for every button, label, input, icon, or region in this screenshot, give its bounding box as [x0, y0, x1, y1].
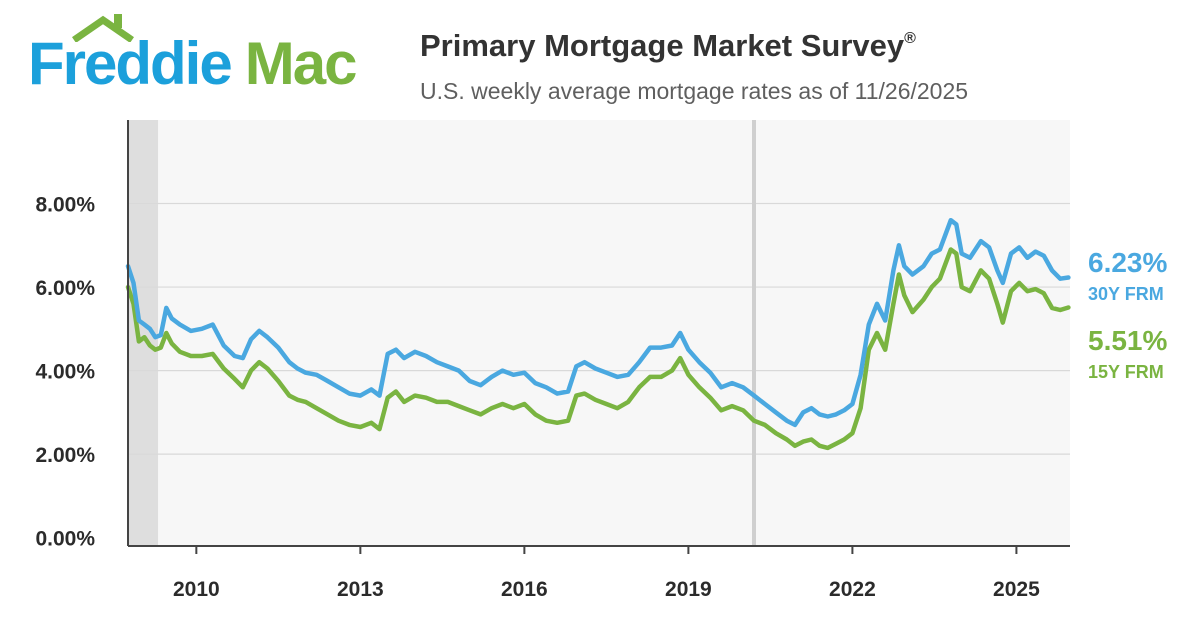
- logo-wordmark: Freddie Mac: [28, 34, 357, 94]
- plot-background: [128, 120, 1070, 546]
- callout-value-30y: 6.23%: [1088, 247, 1167, 278]
- x-tick-label: 2016: [501, 578, 548, 601]
- y-tick-label: 6.00%: [35, 277, 95, 300]
- logo-mac: Mac: [244, 30, 358, 97]
- x-axis-ticks: 2010 2013 2016 2019 2022 2025: [173, 546, 1040, 601]
- chart-title: Primary Mortgage Market Survey®: [420, 28, 916, 64]
- callout-value-15y: 5.51%: [1088, 325, 1167, 356]
- x-tick-label: 2019: [665, 578, 712, 601]
- y-axis-ticks: 0.00% 2.00% 4.00% 6.00% 8.00%: [35, 194, 95, 551]
- series-line-15y-frm: [125, 247, 1071, 451]
- x-tick-label: 2025: [993, 578, 1040, 601]
- y-tick-label: 8.00%: [35, 194, 95, 217]
- chart-subtitle: U.S. weekly average mortgage rates as of…: [420, 78, 969, 104]
- registered-mark: ®: [904, 30, 916, 47]
- x-tick-label: 2022: [829, 578, 876, 601]
- axes: [127, 120, 1070, 547]
- logo-freddie: Freddie: [28, 30, 233, 97]
- y-tick-label: 4.00%: [35, 361, 95, 384]
- x-tick-label: 2013: [337, 578, 384, 601]
- freddie-mac-logo: Freddie Mac: [24, 14, 384, 109]
- chart-title-text: Primary Mortgage Market Survey: [420, 28, 905, 63]
- y-tick-label: 2.00%: [35, 444, 95, 467]
- house-roof-icon: [72, 14, 134, 42]
- series-lines: [125, 217, 1071, 451]
- y-tick-label: 0.00%: [35, 528, 95, 551]
- callout-label-30y: 30Y FRM: [1088, 284, 1164, 304]
- x-tick-label: 2010: [173, 578, 220, 601]
- series-line-30y-frm: [125, 217, 1071, 428]
- callout-label-15y: 15Y FRM: [1088, 362, 1164, 382]
